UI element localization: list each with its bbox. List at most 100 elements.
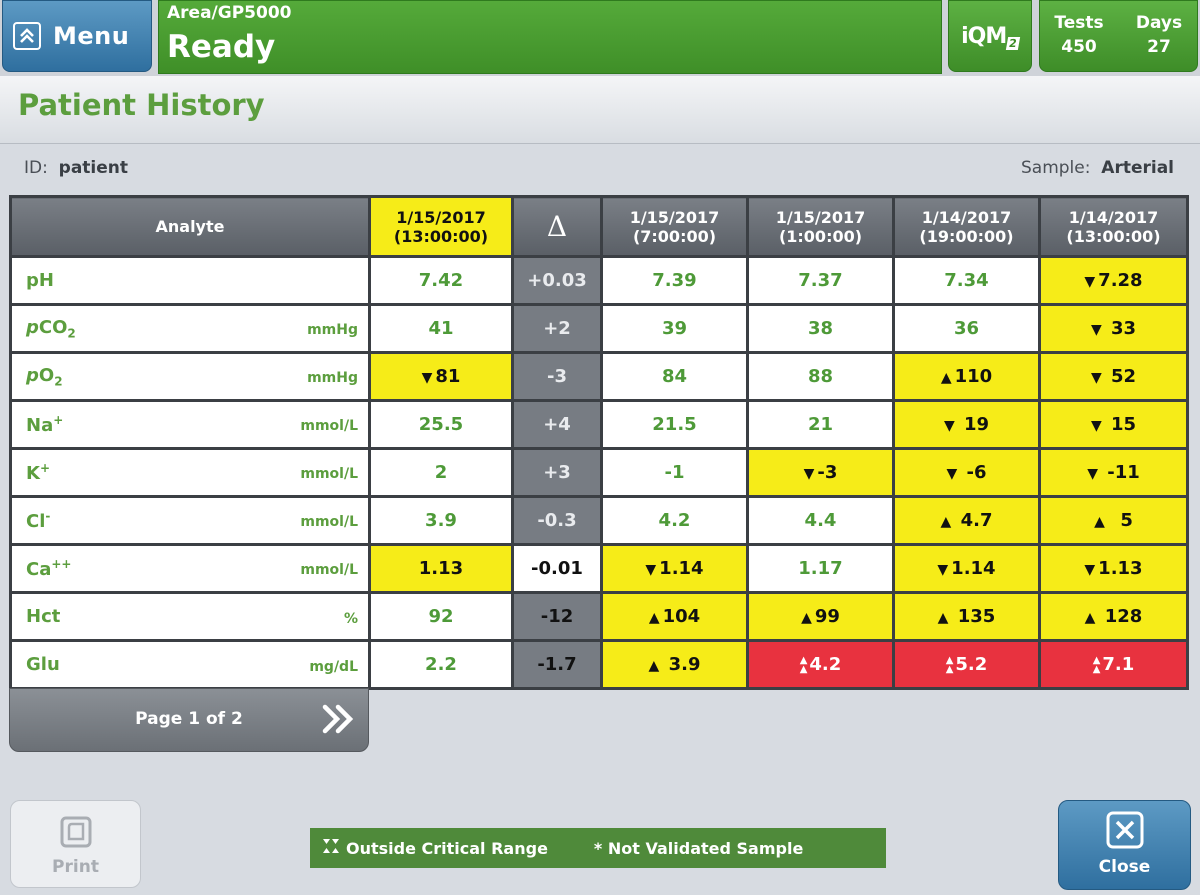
result-cell: ▲ 104 [600,591,749,642]
result-current: 3.9 [368,495,514,546]
result-current: 41 [368,303,514,354]
legend-bar: Outside Critical Range * Not Validated S… [310,828,886,868]
result-cell-critical: ▲ ▲ 4.2 [746,639,895,690]
result-current: 2.2 [368,639,514,690]
tests-counter: Tests 450 [1044,11,1114,59]
analyte-cell: Hct% [9,591,371,642]
delta-cell: +4 [511,399,603,450]
date-header-current[interactable]: 1/15/2017 (13:00:00) [368,195,514,258]
date-header[interactable]: 1/15/2017 (1:00:00) [746,195,895,258]
analyte-cell: Glu mg/dL [9,639,371,690]
sample-label: Sample: [1020,158,1091,178]
print-button[interactable]: Print [10,800,141,888]
result-cell: -1 [600,447,749,498]
tests-value: 450 [1061,37,1097,57]
double-arrow-up-icon: ▲ ▲ [799,655,808,675]
close-icon [1106,811,1144,853]
close-button[interactable]: Close [1058,800,1191,890]
tests-label: Tests [1054,13,1104,33]
date-header[interactable]: 1/14/2017 (19:00:00) [892,195,1041,258]
menu-button[interactable]: Menu [2,0,152,72]
table-row[interactable]: K+ mmol/L 2 +3 -1 ▼ -3 ▼ -6 ▼ -11 [9,447,1189,498]
table-row[interactable]: Ca++ mmol/L 1.13 -0.01 ▼ 1.14 1.17 ▼ 1.14 ▼… [9,543,1189,594]
patient-history-table: Analyte 1/15/2017 (13:00:00) Δ 1/15/2017(… [9,195,1189,690]
delta-cell: -1.7 [511,639,603,690]
result-cell: ▲ 5 [1038,495,1189,546]
result-cell: ▼ 1.13 [1038,543,1189,594]
result-cell: 84 [600,351,749,402]
analyte-cell: pH [9,255,371,306]
result-cell: ▼ 1.14 [600,543,749,594]
legend-not-validated: * Not Validated Sample [593,838,804,858]
date-header[interactable]: 1/15/2017 (7:00:00) [600,195,749,258]
result-cell: ▼ 7.28 [1038,255,1189,306]
double-chevron-right-icon [320,699,356,743]
days-value: 27 [1147,37,1171,57]
arrow-down-icon: ▼ [803,466,815,482]
result-cell: 7.37 [746,255,895,306]
arrow-down-icon: ▼ [421,370,433,386]
delta-cell: +3 [511,447,603,498]
date-header[interactable]: 1/14/2017 (13:00:00) [1038,195,1189,258]
iqm-button[interactable]: iQM 2 [948,0,1032,72]
result-cell: ▲ 4.7 [892,495,1041,546]
arrow-up-icon: ▲ [937,610,949,626]
id-label: ID: [24,158,48,178]
result-cell: 4.2 [600,495,749,546]
result-cell: ▼ 15 [1038,399,1189,450]
arrow-up-icon: ▲ [1084,610,1096,626]
table-header-row: Analyte 1/15/2017 (13:00:00) Δ 1/15/2017(… [9,195,1189,258]
table-row[interactable]: Hct% 92 -12 ▲ 104 ▲ 99 ▲ 135 ▲ 128 [9,591,1189,642]
arrow-down-icon: ▼ [1084,274,1096,290]
arrow-up-icon: ▲ [940,514,952,530]
delta-cell: +2 [511,303,603,354]
top-bar: Menu Area/GP5000 Ready iQM 2 Tests 450 Da… [0,0,1200,76]
result-cell: ▼ -11 [1038,447,1189,498]
page-next-button[interactable]: Page 1 of 2 [9,688,369,752]
table-row[interactable]: pCO2 mmHg 41 +2 39 38 36 ▼ 33 [9,303,1189,354]
analyte-cell: Ca++ mmol/L [9,543,371,594]
table-row[interactable]: Cl-mmol/L 3.9 -0.3 4.2 4.4 ▲ 4.7 ▲ 5 [9,495,1189,546]
result-cell: ▲ 135 [892,591,1041,642]
cartridge-status-button[interactable]: Tests 450 Days 27 [1039,0,1198,72]
title-band: Patient History [0,76,1200,144]
result-cell: ▼ 19 [892,399,1041,450]
menu-label: Menu [53,22,130,50]
delta-cell: +0.03 [511,255,603,306]
status-banner: Area/GP5000 Ready [158,0,942,74]
result-current: 1.13 [368,543,514,594]
result-current: ▼ 81 [368,351,514,402]
table-row[interactable]: Glu mg/dL 2.2 -1.7 ▲ 3.9 ▲ ▲ 4.2 ▲ ▲ 5.2 ▲ ▲ 7.… [9,639,1189,690]
days-label: Days [1135,13,1183,33]
result-cell: ▼ 1.14 [892,543,1041,594]
delta-cell: -0.01 [511,543,603,594]
result-cell: ▼ 33 [1038,303,1189,354]
result-current: 92 [368,591,514,642]
iqm-logo-text: iQM [961,23,1007,49]
table-row[interactable]: pH 7.42 +0.03 7.39 7.37 7.34 ▼ 7.28 [9,255,1189,306]
printer-icon [59,815,93,853]
result-cell: 1.17 [746,543,895,594]
page-title: Patient History [18,88,265,122]
table-row[interactable]: Na+ mmol/L 25.5 +4 21.5 21 ▼ 19 ▼ 15 [9,399,1189,450]
arrow-down-icon: ▼ [1087,466,1098,482]
analyte-cell: pCO2 mmHg [9,303,371,354]
result-cell: ▲ 128 [1038,591,1189,642]
analyte-cell: Na+ mmol/L [9,399,371,450]
arrow-down-icon: ▼ [1090,322,1102,338]
result-current: 25.5 [368,399,514,450]
result-current: 7.42 [368,255,514,306]
delta-header: Δ [511,195,603,258]
double-chevron-up-icon [13,22,41,50]
arrow-down-icon: ▼ [946,466,958,482]
arrow-down-icon: ▼ [1084,562,1096,578]
arrow-down-icon: ▼ [1090,418,1102,434]
result-cell: 7.39 [600,255,749,306]
arrow-down-icon: ▼ [937,562,949,578]
result-cell: 38 [746,303,895,354]
id-value: patient [58,158,129,178]
table-row[interactable]: pO2 mmHg ▼ 81 -3 84 88 ▲ 110 ▼ 52 [9,351,1189,402]
result-current: 2 [368,447,514,498]
legend-critical: Outside Critical Range [346,838,548,858]
result-cell-critical: ▲ ▲ 5.2 [892,639,1041,690]
